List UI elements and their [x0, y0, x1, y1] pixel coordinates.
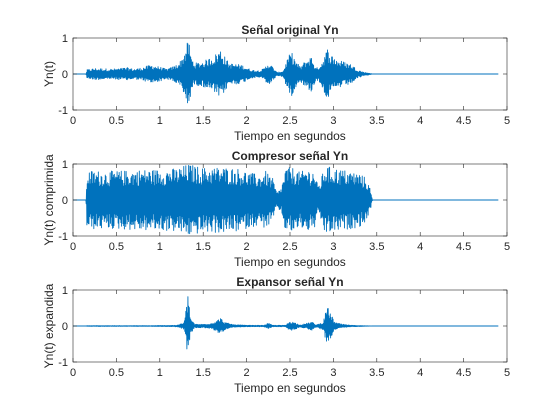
- chart-0-xtick-label-4: 2: [244, 115, 250, 127]
- chart-1-xtick-label-5: 2.5: [282, 241, 297, 253]
- chart-0-ytick-label-2: 1: [62, 33, 68, 45]
- chart-1-ytick-label-1: 0: [62, 195, 68, 207]
- chart-1-xtick-label-3: 1.5: [196, 241, 211, 253]
- subplot-original-ylabel: Yn(t): [42, 61, 56, 87]
- chart-0-xtick-label-3: 1.5: [196, 115, 211, 127]
- chart-2-xtick-label-1: 0.5: [109, 367, 124, 379]
- chart-0-xtick-label-7: 3.5: [369, 115, 384, 127]
- chart-1-xtick-label-4: 2: [244, 241, 250, 253]
- subplot-expanded-title: Expansor señal Yn: [236, 275, 343, 289]
- subplot-compressed-ylabel: Yn(t) comprimida: [42, 154, 56, 246]
- subplot-original-xlabel: Tiempo en segundos: [234, 129, 346, 143]
- subplot-compressed-title: Compresor señal Yn: [232, 149, 348, 163]
- chart-2-xtick-label-9: 4.5: [456, 367, 471, 379]
- chart-1-signal-line: [72, 165, 499, 235]
- chart-2-xtick-label-3: 1.5: [196, 367, 211, 379]
- chart-1-xtick-label-6: 3: [330, 241, 336, 253]
- subplot-compressed: Compresor señal Yn 0 0.5 1 1.5 2 2.5 3 3.5 4 4.5 5…: [42, 149, 510, 269]
- chart-2-ytick-label-0: -1: [58, 357, 68, 369]
- subplot-compressed-xlabel: Tiempo en segundos: [234, 255, 346, 269]
- chart-0-xtick-label-1: 0.5: [109, 115, 124, 127]
- subplot-compressed-plot-area: 0 0.5 1 1.5 2 2.5 3 3.5 4 4.5 5-101: [58, 159, 510, 253]
- chart-0-xtick-label-2: 1: [157, 115, 163, 127]
- chart-0-xtick-label-9: 4.5: [456, 115, 471, 127]
- chart-0-ytick-label-0: -1: [58, 105, 68, 117]
- chart-1-ytick-label-0: -1: [58, 231, 68, 243]
- chart-2-xtick-label-2: 1: [157, 367, 163, 379]
- chart-0-ytick-label-1: 0: [62, 69, 68, 81]
- chart-2-xtick-label-5: 2.5: [282, 367, 297, 379]
- chart-1-xtick-label-7: 3.5: [369, 241, 384, 253]
- chart-0-xtick-label-5: 2.5: [282, 115, 297, 127]
- chart-2-xtick-label-6: 3: [330, 367, 336, 379]
- chart-1-xtick-label-9: 4.5: [456, 241, 471, 253]
- subplot-expanded-xlabel: Tiempo en segundos: [234, 381, 346, 395]
- chart-1-xtick-label-0: 0: [70, 241, 76, 253]
- chart-2-xtick-label-7: 3.5: [369, 367, 384, 379]
- chart-1-xtick-label-2: 1: [157, 241, 163, 253]
- chart-2-xtick-label-4: 2: [244, 367, 250, 379]
- chart-1-xtick-label-8: 4: [417, 241, 423, 253]
- chart-1-ytick-label-2: 1: [62, 159, 68, 171]
- subplot-expanded-ylabel: Yn(t) expandida: [42, 283, 56, 368]
- chart-0-xtick-label-10: 5: [504, 115, 510, 127]
- subplot-expanded-plot-area: 0 0.5 1 1.5 2 2.5 3 3.5 4 4.5 5-101: [58, 285, 510, 379]
- subplot-original: Señal original Yn 0 0.5 1 1.5 2 2.5 3 3.5 4 4.5 5 -…: [42, 23, 510, 143]
- chart-2-xtick-label-8: 4: [417, 367, 423, 379]
- chart-0-xtick-label-0: 0: [70, 115, 76, 127]
- chart-1-xtick-label-10: 5: [504, 241, 510, 253]
- chart-2-xtick-label-10: 5: [504, 367, 510, 379]
- subplot-original-title: Señal original Yn: [241, 23, 338, 37]
- chart-1-xtick-label-1: 0.5: [109, 241, 124, 253]
- subplot-expanded: Expansor señal Yn 0 0.5 1 1.5 2 2.5 3 3.5 4 4.5 5 -…: [42, 275, 510, 395]
- chart-2-ytick-label-1: 0: [62, 321, 68, 333]
- subplot-original-plot-area: 0 0.5 1 1.5 2 2.5 3 3.5 4 4.5 5-101: [58, 33, 510, 127]
- chart-2-xtick-label-0: 0: [70, 367, 76, 379]
- chart-0-signal-line: [72, 42, 499, 104]
- chart-2-ytick-label-2: 1: [62, 285, 68, 297]
- chart-2-signal-line: [72, 296, 499, 350]
- chart-0-xtick-label-8: 4: [417, 115, 423, 127]
- chart-0-xtick-label-6: 3: [330, 115, 336, 127]
